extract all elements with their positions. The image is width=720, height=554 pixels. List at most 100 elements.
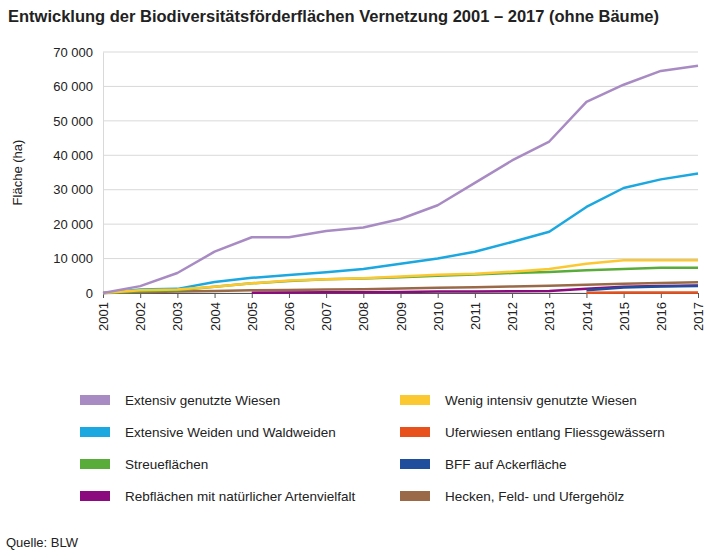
x-tick-mark — [326, 293, 327, 298]
series-line — [586, 286, 698, 290]
x-tick: 2008 — [356, 293, 371, 331]
x-tick-mark — [363, 293, 364, 298]
x-tick: 2006 — [282, 293, 297, 331]
x-tick-label: 2006 — [282, 302, 297, 331]
y-tick: 0 — [86, 286, 103, 301]
legend-label: Extensiv genutzte Wiesen — [125, 393, 280, 408]
y-tick-label: 10 000 — [53, 251, 93, 266]
y-tick-label: 70 000 — [53, 45, 93, 60]
legend-label: Wenig intensiv genutzte Wiesen — [445, 393, 637, 408]
x-tick: 2004 — [208, 293, 223, 331]
series-line — [103, 174, 698, 293]
legend-swatch — [400, 427, 430, 437]
legend: Extensiv genutzte Wiesen Wenig intensiv g… — [80, 393, 665, 504]
grid-line — [103, 120, 698, 121]
grid-line — [103, 155, 698, 156]
legend-item: Extensive Weiden und Waldweiden — [80, 425, 336, 440]
legend-item: Rebflächen mit natürlicher Artenvielfalt — [80, 489, 356, 504]
grid-line — [103, 86, 698, 87]
source: Quelle: BLW — [6, 535, 79, 550]
x-tick-mark — [549, 293, 550, 298]
y-tick-label: 30 000 — [53, 182, 93, 197]
x-tick-label: 2001 — [96, 302, 111, 331]
x-tick: 2005 — [245, 293, 260, 331]
series-line — [103, 66, 698, 293]
y-tick-label: 40 000 — [53, 148, 93, 163]
grid — [103, 52, 698, 293]
grid-line — [103, 189, 698, 190]
legend-item: Uferwiesen entlang Fliessgewässern — [400, 425, 665, 440]
x-tick-label: 2005 — [245, 302, 260, 331]
x-tick-label: 2013 — [542, 302, 557, 331]
x-tick: 2010 — [431, 293, 446, 331]
legend-swatch — [400, 395, 430, 405]
x-axis: 2001 2002 2003 2004 2005 2006 2007 2008 2009 2010… — [96, 293, 706, 331]
y-tick: 70 000 — [53, 45, 103, 60]
y-axis: 0 10 000 20 000 30 000 40 000 50 000 60 000 70 … — [53, 45, 103, 301]
legend-swatch — [400, 491, 430, 501]
legend-label: BFF auf Ackerfläche — [445, 457, 567, 472]
y-tick: 20 000 — [53, 217, 103, 232]
y-tick: 30 000 — [53, 182, 103, 197]
legend-item: Extensiv genutzte Wiesen — [80, 393, 280, 408]
series-line — [586, 291, 698, 294]
x-tick-label: 2003 — [170, 302, 185, 331]
x-tick-mark — [215, 293, 216, 298]
x-tick-label: 2004 — [208, 302, 223, 331]
x-tick-label: 2016 — [654, 302, 669, 331]
x-tick: 2001 — [96, 293, 111, 331]
x-tick: 2017 — [691, 293, 706, 331]
legend-label: Hecken, Feld- und Ufergehölz — [445, 489, 625, 504]
x-tick-label: 2007 — [319, 302, 334, 331]
x-tick-mark — [438, 293, 439, 298]
x-tick: 2012 — [505, 293, 520, 331]
y-axis-line — [103, 53, 104, 294]
y-axis-title: Fläche (ha) — [10, 140, 25, 206]
legend-item: Streueflächen — [80, 457, 208, 472]
x-tick: 2009 — [394, 293, 409, 331]
x-tick-label: 2012 — [505, 302, 520, 331]
x-tick-mark — [624, 293, 625, 298]
y-tick: 50 000 — [53, 114, 103, 129]
x-tick: 2003 — [170, 293, 185, 331]
y-tick-label: 50 000 — [53, 114, 93, 129]
chart: Entwicklung der Biodiversitätsförderfläc… — [0, 0, 720, 554]
legend-swatch — [400, 459, 430, 469]
x-tick: 2007 — [319, 293, 334, 331]
x-tick: 2014 — [579, 293, 594, 331]
x-tick: 2011 — [468, 293, 483, 330]
x-tick-mark — [177, 293, 178, 298]
grid-line — [103, 224, 698, 225]
y-tick-label: 20 000 — [53, 217, 93, 232]
x-tick-label: 2010 — [431, 302, 446, 331]
y-tick: 60 000 — [53, 79, 103, 94]
x-tick-mark — [140, 293, 141, 298]
legend-swatch — [80, 459, 110, 469]
x-tick-mark — [401, 293, 402, 298]
grid-line — [103, 52, 698, 53]
legend-label: Extensive Weiden und Waldweiden — [125, 425, 336, 440]
legend-label: Uferwiesen entlang Fliessgewässern — [445, 425, 665, 440]
x-tick-label: 2002 — [133, 302, 148, 331]
y-tick: 40 000 — [53, 148, 103, 163]
x-tick-label: 2011 — [468, 302, 483, 330]
x-tick-label: 2015 — [617, 302, 632, 331]
x-tick: 2002 — [133, 293, 148, 331]
grid-line — [103, 258, 698, 259]
legend-label: Rebflächen mit natürlicher Artenvielfalt — [125, 489, 356, 504]
x-tick-mark — [475, 293, 476, 298]
x-tick-mark — [661, 293, 662, 298]
legend-swatch — [80, 491, 110, 501]
y-tick-label: 0 — [86, 286, 93, 301]
title: Entwicklung der Biodiversitätsförderfläc… — [8, 7, 659, 25]
legend-item: Wenig intensiv genutzte Wiesen — [400, 393, 637, 408]
x-tick: 2013 — [542, 293, 557, 331]
lines — [103, 66, 698, 293]
x-tick-label: 2014 — [579, 302, 594, 331]
x-tick-mark — [512, 293, 513, 298]
x-tick-label: 2009 — [394, 302, 409, 331]
y-tick-label: 60 000 — [53, 79, 93, 94]
x-tick-mark — [698, 293, 699, 298]
legend-swatch — [80, 427, 110, 437]
series-line — [252, 285, 698, 292]
